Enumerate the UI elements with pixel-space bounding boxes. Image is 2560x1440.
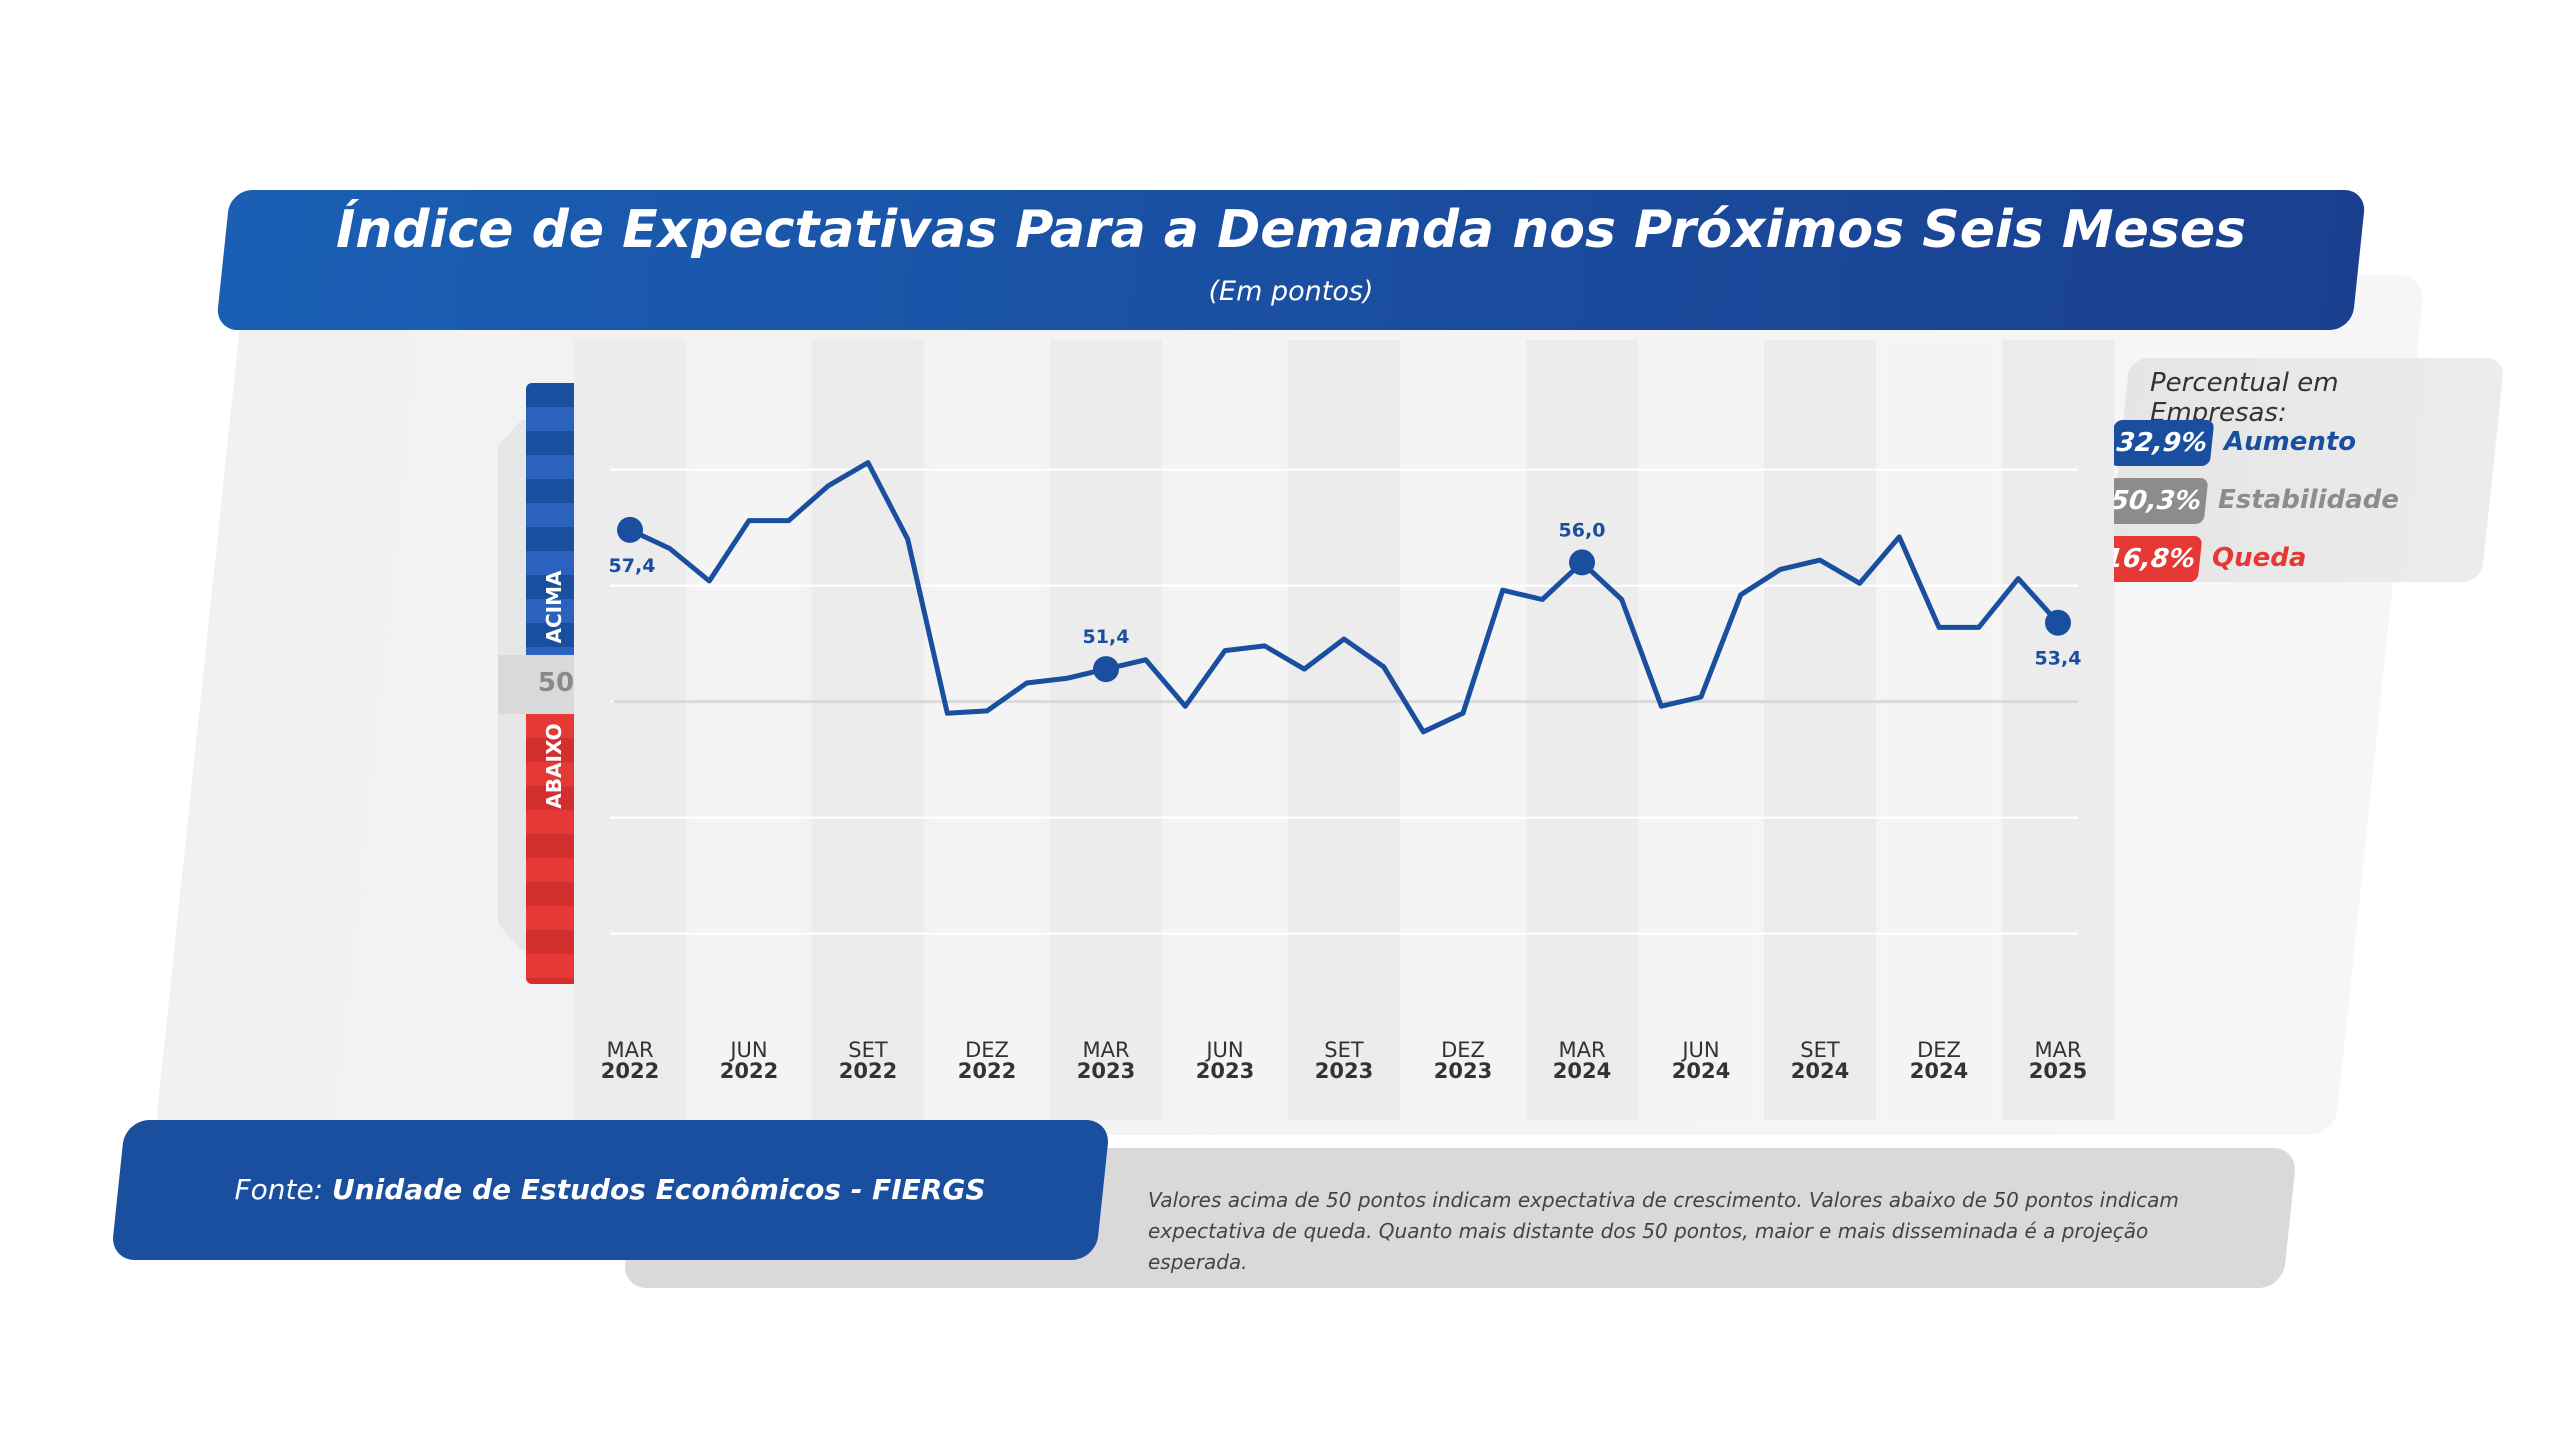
x-tick-month: JUN <box>1680 1038 1719 1062</box>
source-prefix: Fonte: <box>234 1173 333 1206</box>
x-tick-month: JUN <box>728 1038 767 1062</box>
legend-item-estabilidade: 50,3% Estabilidade <box>2103 478 2466 526</box>
x-tick-month: MAR <box>1082 1038 1129 1062</box>
scale-bar-below <box>526 714 582 984</box>
grid-column <box>1050 340 1162 1120</box>
data-point-marker <box>1093 656 1119 683</box>
x-tick-month: SET <box>1800 1038 1840 1062</box>
grid-column <box>574 340 686 1120</box>
grid-column <box>1169 340 1281 1120</box>
grid-column <box>931 340 1043 1120</box>
legend-label-queda: Queda <box>2212 543 2307 573</box>
x-tick-year: 2024 <box>1791 1059 1849 1083</box>
data-point-marker <box>1569 549 1595 576</box>
data-label: 51,4 <box>1083 626 1130 648</box>
x-tick-month: DEZ <box>1441 1038 1485 1062</box>
grid-column <box>812 340 924 1120</box>
series-line <box>628 460 2060 735</box>
x-tick-year: 2023 <box>1077 1059 1135 1083</box>
x-tick-year: 2024 <box>1553 1059 1611 1083</box>
data-label: 57,4 <box>609 555 656 577</box>
grid-column <box>693 340 805 1120</box>
x-tick-year: 2022 <box>720 1059 778 1083</box>
grid-column <box>1288 340 1400 1120</box>
x-tick-year: 2022 <box>839 1059 897 1083</box>
x-tick-month: DEZ <box>965 1038 1009 1062</box>
x-tick-year: 2022 <box>601 1059 659 1083</box>
data-label: 56,0 <box>1559 519 1606 541</box>
source-text: Fonte: Unidade de Estudos Econômicos - F… <box>130 1173 1090 1206</box>
legend-item-queda: 16,8% Queda <box>2097 536 2460 584</box>
legend-label-aumento: Aumento <box>2224 427 2357 457</box>
x-tick-year: 2023 <box>1196 1059 1254 1083</box>
source-name: Unidade de Estudos Econômicos - FIERGS <box>332 1173 986 1206</box>
x-tick-month: MAR <box>1558 1038 1605 1062</box>
x-tick-labels: MAR2022JUN2022SET2022DEZ2022MAR2023JUN20… <box>601 1038 2087 1083</box>
data-point-marker <box>617 516 643 543</box>
x-tick-month: SET <box>1324 1038 1364 1062</box>
x-tick-month: SET <box>848 1038 888 1062</box>
x-tick-year: 2024 <box>1672 1059 1730 1083</box>
x-tick-month: MAR <box>2034 1038 2081 1062</box>
scale-mid-label: 50 <box>537 668 575 698</box>
scale-bar-above <box>526 383 582 655</box>
x-tick-month: MAR <box>606 1038 653 1062</box>
grid-column <box>2002 340 2114 1120</box>
grid-column <box>1645 340 1757 1120</box>
explanatory-note: Valores acima de 50 pontos indicam expec… <box>1148 1188 2179 1274</box>
x-tick-year: 2023 <box>1434 1059 1492 1083</box>
legend-label-estabilidade: Estabilidade <box>2218 485 2399 515</box>
legend-item-aumento: 32,9% Aumento <box>2109 420 2472 468</box>
grid-column <box>1526 340 1638 1120</box>
x-tick-year: 2025 <box>2029 1059 2087 1083</box>
data-label: 53,4 <box>2035 648 2082 670</box>
x-tick-month: JUN <box>1204 1038 1243 1062</box>
x-tick-year: 2022 <box>958 1059 1016 1083</box>
markers: 57,4 51,4 56,0 53,4 <box>609 516 2082 683</box>
data-point-marker <box>2045 609 2071 636</box>
gridlines <box>574 340 2114 1120</box>
x-tick-year: 2024 <box>1910 1059 1968 1083</box>
grid-column <box>1883 340 1995 1120</box>
grid-column <box>1764 340 1876 1120</box>
chart-subtitle: (Em pontos) <box>1208 276 1374 307</box>
chart-title: Índice de Expectativas Para a Demanda no… <box>335 200 2247 260</box>
x-tick-year: 2023 <box>1315 1059 1373 1083</box>
x-tick-month: DEZ <box>1917 1038 1961 1062</box>
